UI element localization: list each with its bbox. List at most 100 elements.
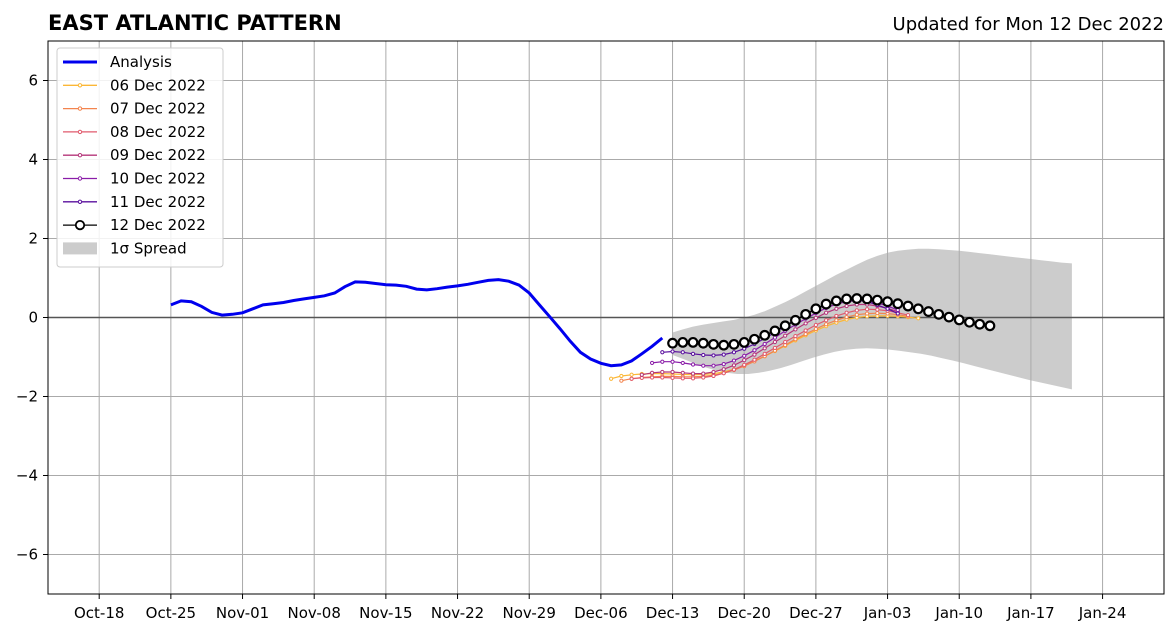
series-point bbox=[680, 360, 685, 366]
y-tick-label: −2 bbox=[16, 388, 38, 406]
series-point bbox=[759, 329, 771, 341]
series-point bbox=[844, 310, 849, 315]
series-point bbox=[964, 316, 975, 328]
series-point bbox=[670, 359, 675, 364]
x-tick-label: Jan-10 bbox=[934, 604, 983, 622]
x-tick-label: Nov-15 bbox=[359, 604, 412, 622]
series-point bbox=[834, 313, 839, 319]
legend-box bbox=[56, 47, 224, 268]
series-point bbox=[824, 322, 829, 327]
legend-label: 06 Dec 2022 bbox=[110, 76, 206, 94]
series-point bbox=[629, 376, 634, 381]
series-point bbox=[783, 339, 788, 345]
series-point bbox=[762, 351, 767, 356]
series-point bbox=[974, 318, 986, 330]
series-point bbox=[824, 310, 829, 315]
series-point bbox=[670, 375, 675, 381]
legend: Analysis 06 Dec 2022 07 Dec 2022 08 Dec 202… bbox=[56, 47, 224, 268]
series-point bbox=[772, 335, 778, 340]
series-point bbox=[670, 369, 675, 375]
series-point bbox=[844, 315, 849, 320]
series-point bbox=[649, 360, 655, 366]
series-point bbox=[933, 308, 945, 320]
legend-marker bbox=[77, 106, 83, 111]
legend-label: 11 Dec 2022 bbox=[110, 193, 206, 211]
legend-label: 1σ Spread bbox=[110, 239, 187, 257]
series-point bbox=[813, 315, 818, 320]
series-point bbox=[639, 372, 644, 377]
x-tick-label: Dec-20 bbox=[717, 604, 771, 622]
series-point bbox=[711, 363, 716, 368]
series-line-0 bbox=[170, 278, 664, 368]
series-point bbox=[680, 370, 685, 375]
series-point bbox=[731, 350, 737, 355]
series-point bbox=[687, 336, 699, 348]
series-point bbox=[718, 339, 730, 351]
series-point bbox=[752, 348, 757, 353]
series-point bbox=[731, 363, 737, 368]
x-tick-label: Dec-27 bbox=[789, 604, 843, 622]
series-point bbox=[629, 372, 634, 377]
series-point bbox=[875, 307, 880, 312]
legend-marker bbox=[77, 176, 83, 181]
series-point bbox=[912, 303, 924, 315]
series-point bbox=[800, 308, 812, 320]
x-tick-label: Dec-06 bbox=[574, 604, 628, 622]
legend-marker bbox=[77, 83, 83, 88]
series-point bbox=[769, 325, 781, 337]
series-point bbox=[711, 353, 716, 358]
x-tick-label: Nov-08 bbox=[288, 604, 341, 622]
series-point bbox=[731, 367, 737, 372]
y-tick-label: 2 bbox=[28, 230, 38, 248]
series-point bbox=[701, 363, 706, 368]
y-tick-label: 0 bbox=[28, 309, 38, 327]
series-point bbox=[871, 294, 883, 306]
series-point bbox=[690, 362, 696, 367]
series-point bbox=[690, 376, 696, 381]
series-point bbox=[660, 369, 665, 375]
series-point bbox=[813, 326, 818, 332]
series-point bbox=[820, 298, 832, 310]
legend-label: 12 Dec 2022 bbox=[110, 216, 206, 234]
chart-subtitle: Updated for Mon 12 Dec 2022 bbox=[893, 14, 1164, 35]
series-point bbox=[854, 308, 859, 313]
series-point bbox=[711, 369, 716, 375]
legend-label: 10 Dec 2022 bbox=[110, 170, 206, 188]
y-tick-label: 4 bbox=[28, 151, 38, 169]
x-tick-label: Nov-22 bbox=[431, 604, 484, 622]
series-point bbox=[728, 338, 740, 350]
x-tick-label: Oct-25 bbox=[146, 604, 196, 622]
series-point bbox=[875, 311, 880, 316]
legend-marker bbox=[77, 199, 83, 205]
series-point bbox=[690, 371, 696, 376]
series-point bbox=[609, 376, 614, 381]
series-point bbox=[953, 314, 965, 326]
series-point bbox=[793, 333, 798, 339]
series-point bbox=[721, 367, 726, 372]
y-tick-label: 6 bbox=[28, 72, 38, 90]
series-point bbox=[721, 352, 726, 357]
series-point bbox=[854, 312, 859, 317]
series-point bbox=[660, 375, 665, 380]
legend-marker bbox=[74, 220, 86, 231]
legend-label: 07 Dec 2022 bbox=[110, 100, 206, 118]
x-tick-label: Jan-17 bbox=[1006, 604, 1055, 622]
series-point bbox=[844, 303, 849, 309]
y-tick-label: −4 bbox=[16, 467, 38, 485]
series-point bbox=[943, 311, 955, 323]
legend-label: 09 Dec 2022 bbox=[110, 146, 206, 164]
series-point bbox=[824, 318, 829, 323]
series-point bbox=[783, 333, 788, 338]
series-point bbox=[701, 352, 706, 358]
series-line-3 bbox=[631, 308, 909, 380]
y-tick-label: −6 bbox=[16, 546, 38, 564]
series-point bbox=[660, 359, 665, 364]
series-point bbox=[649, 375, 655, 380]
legend-label: 08 Dec 2022 bbox=[110, 123, 206, 141]
series-point bbox=[772, 339, 778, 345]
x-tick-label: Nov-01 bbox=[216, 604, 269, 622]
x-tick-label: Jan-24 bbox=[1078, 604, 1127, 622]
series-point bbox=[916, 316, 921, 321]
series-point bbox=[680, 376, 685, 381]
series-point bbox=[841, 293, 853, 305]
